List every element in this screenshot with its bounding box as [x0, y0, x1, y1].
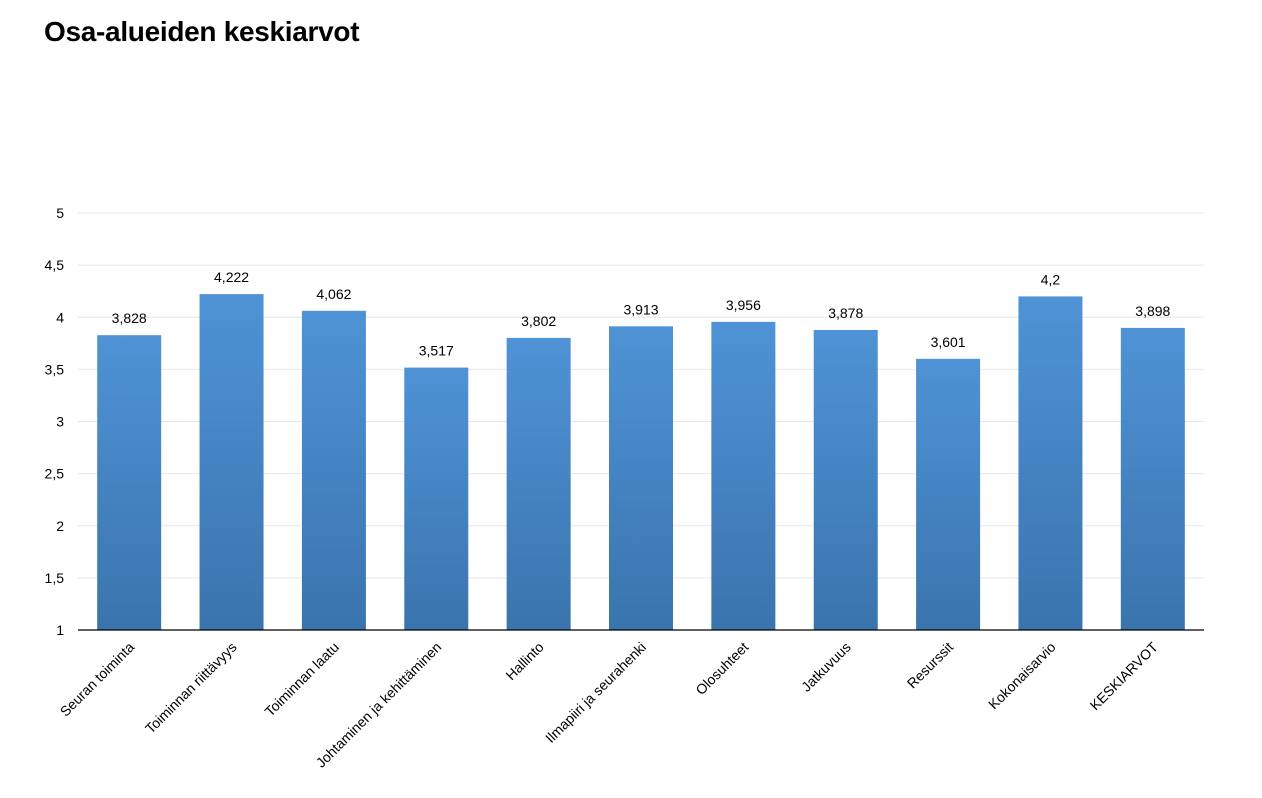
y-tick-label: 5	[56, 205, 64, 221]
y-axis-ticks: 1 1,5 2 2,5 3 3,5 4 4,5 5	[45, 205, 65, 638]
bars	[97, 294, 1185, 630]
x-tick-label: Toiminnan riittävyys	[142, 639, 240, 737]
y-tick-label: 3,5	[45, 361, 65, 377]
y-tick-label: 3	[56, 414, 64, 430]
chart-title: Osa-alueiden keskiarvot	[44, 16, 360, 47]
bar	[506, 337, 571, 630]
y-tick-label: 1,5	[45, 570, 65, 586]
value-label: 3,898	[1135, 303, 1170, 319]
x-tick-label: Ilmapiiri ja seurahenki	[542, 639, 649, 746]
y-tick-label: 2	[56, 518, 64, 534]
y-tick-label: 1	[56, 622, 64, 638]
y-tick-label: 4	[56, 309, 64, 325]
value-label: 4,062	[316, 286, 351, 302]
x-tick-label: Resurssit	[904, 639, 957, 692]
bar	[609, 326, 673, 630]
value-label: 3,601	[931, 334, 966, 350]
value-labels: 3,828 4,222 4,062 3,517 3,802 3,913 3,956 3,878…	[112, 269, 1171, 358]
bar	[404, 367, 469, 630]
bar	[711, 321, 776, 630]
x-tick-label: KESKIARVOT	[1087, 638, 1162, 713]
value-label: 3,878	[828, 305, 863, 321]
value-label: 3,802	[521, 313, 556, 329]
x-axis-labels: Seuran toiminta Toiminnan riittävyys Toimi…	[57, 638, 1162, 770]
x-tick-label: Seuran toiminta	[57, 639, 138, 720]
x-tick-label: Hallinto	[502, 639, 546, 683]
value-label: 3,517	[419, 343, 454, 359]
value-label: 3,913	[623, 301, 658, 317]
bar	[916, 358, 981, 630]
value-label: 4,222	[214, 269, 249, 285]
bar	[97, 335, 162, 630]
x-tick-label: Jatkuvuus	[798, 639, 854, 695]
x-tick-label: Olosuhteet	[692, 639, 751, 698]
value-label: 3,828	[112, 310, 147, 326]
y-tick-label: 2,5	[45, 466, 65, 482]
y-tick-label: 4,5	[45, 257, 65, 273]
bar	[1018, 296, 1083, 630]
bar	[813, 329, 878, 630]
value-label: 3,956	[726, 297, 761, 313]
bar	[199, 294, 264, 630]
x-tick-label: Toiminnan laatu	[261, 639, 342, 720]
bar	[1120, 327, 1185, 630]
bar	[301, 310, 366, 630]
value-label: 4,2	[1041, 271, 1061, 287]
x-tick-label: Kokonaisarvio	[985, 639, 1059, 713]
